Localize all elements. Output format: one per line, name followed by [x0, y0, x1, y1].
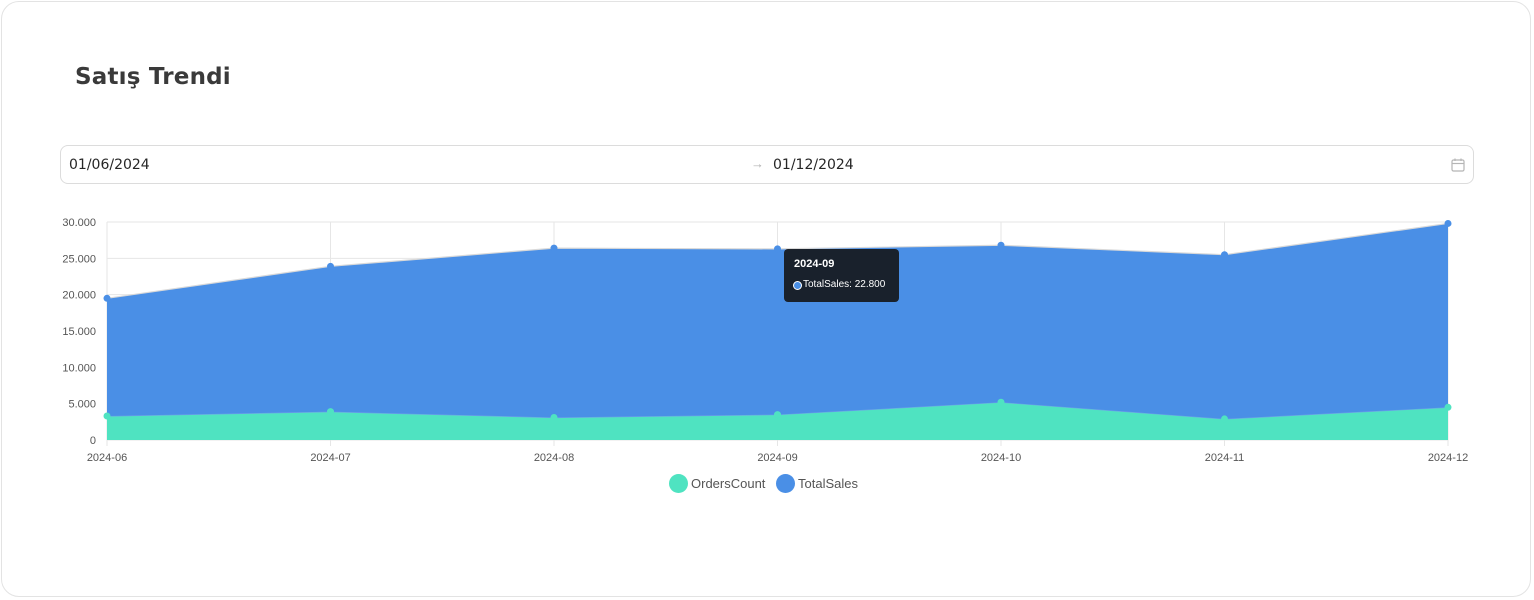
point-orderscount [997, 398, 1005, 406]
point-orderscount [774, 411, 781, 419]
x-tick-label: 2024-11 [1205, 452, 1245, 464]
point-totalsales [1221, 251, 1228, 259]
point-totalsales [1444, 219, 1452, 227]
legend-label: TotalSales [798, 476, 858, 491]
y-tick-label: 5.000 [68, 399, 96, 411]
tooltip-value: TotalSales: 22.800 [803, 279, 886, 290]
legend-label: OrdersCount [691, 476, 766, 491]
point-totalsales [103, 294, 111, 302]
point-totalsales [774, 245, 781, 253]
y-tick-label: 10.000 [62, 362, 96, 374]
area-totalsales [107, 223, 1448, 419]
start-date-input[interactable] [69, 154, 729, 176]
x-tick-label: 2024-10 [981, 452, 1021, 464]
point-orderscount [103, 412, 111, 420]
y-tick-label: 30.000 [62, 217, 96, 229]
arrow-right-icon: → [751, 156, 764, 171]
point-orderscount [1221, 415, 1228, 423]
point-orderscount [550, 413, 558, 421]
date-range-picker[interactable]: → [60, 145, 1474, 184]
point-orderscount [1444, 403, 1452, 411]
calendar-icon[interactable] [1450, 157, 1466, 173]
tooltip-title: 2024-09 [794, 258, 835, 270]
x-tick-label: 2024-12 [1428, 452, 1468, 464]
point-totalsales [327, 262, 334, 270]
y-tick-label: 15.000 [62, 326, 96, 338]
page-title: Satış Trendi [75, 64, 231, 90]
chart-points [103, 219, 1452, 423]
y-tick-label: 0 [90, 435, 96, 447]
chart-legend: OrdersCount TotalSales [0, 474, 1534, 494]
x-tick-label: 2024-09 [757, 452, 797, 464]
point-orderscount [327, 408, 334, 416]
chart-areas [106, 222, 1449, 440]
x-tick-label: 2024-08 [534, 452, 574, 464]
y-tick-label: 20.000 [62, 290, 96, 302]
tooltip-series-swatch [793, 281, 802, 290]
x-axis: 2024-06 2024-07 2024-08 2024-09 2024-10 2024-… [87, 452, 1468, 464]
x-tick-label: 2024-06 [87, 452, 127, 464]
point-totalsales [550, 244, 558, 252]
legend-swatch [776, 474, 795, 493]
area-orderscount [107, 402, 1448, 440]
x-tick-label: 2024-07 [310, 452, 350, 464]
chart-tooltip: 2024-09 TotalSales: 22.800 [784, 249, 899, 302]
legend-swatch [669, 474, 688, 493]
y-axis: 0 5.000 10.000 15.000 20.000 25.000 30.000 [62, 217, 96, 447]
y-tick-label: 25.000 [62, 253, 96, 265]
end-date-input[interactable] [773, 154, 1433, 176]
point-totalsales [997, 241, 1005, 249]
